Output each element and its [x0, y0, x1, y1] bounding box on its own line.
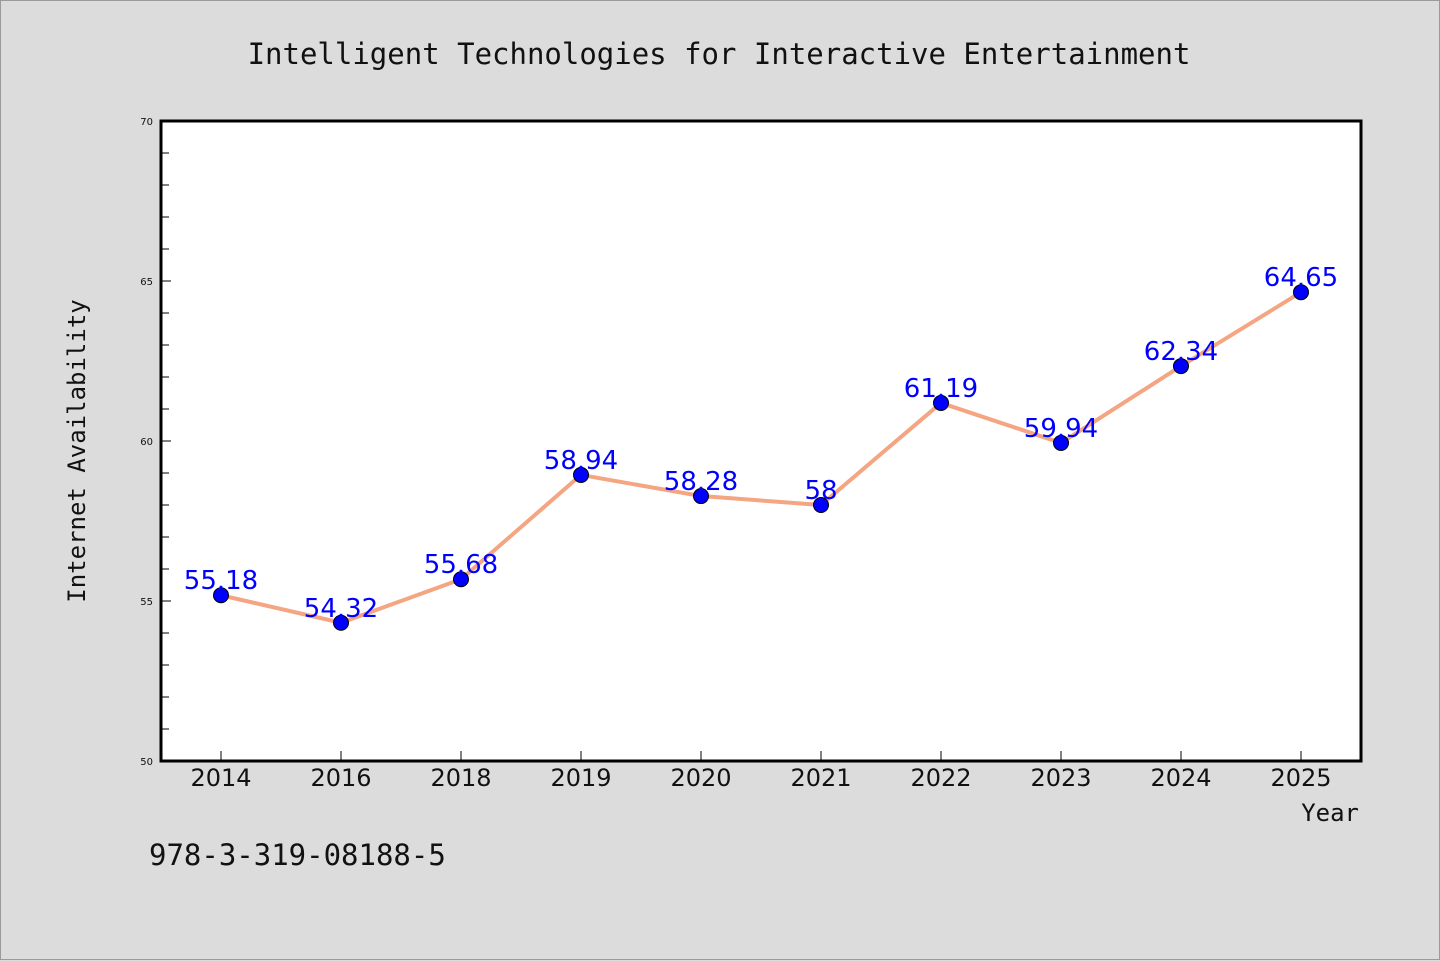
- x-tick-label: 2025: [1270, 764, 1331, 792]
- data-label: 58.28: [664, 467, 738, 497]
- series-line: [220, 290, 1303, 625]
- x-axis-title: Year: [1301, 799, 1359, 827]
- data-label: 55.18: [184, 566, 258, 596]
- data-point: [333, 614, 349, 631]
- data-label: 58: [804, 476, 837, 506]
- y-tick-label: 55: [140, 597, 153, 608]
- chart-title: Intelligent Technologies for Interactive…: [248, 37, 1191, 71]
- data-point: [933, 394, 949, 411]
- data-point: [1173, 358, 1189, 375]
- data-labels: 55.18 54.32 55.68 58.94 58.28 58 61.19 59.94 62.…: [184, 263, 1338, 624]
- x-tick-label: 2016: [310, 764, 371, 792]
- plot-area: [159, 119, 1363, 763]
- y-tick-label: 60: [140, 437, 153, 448]
- series-markers: [213, 284, 1309, 631]
- x-tick-label: 2014: [190, 764, 251, 792]
- x-axis: 2014 2016 2018 2019 2020 2021 2022 2023 2024 2025: [190, 751, 1332, 792]
- data-label: 54.32: [304, 594, 378, 624]
- x-tick-label: 2023: [1030, 764, 1091, 792]
- data-point: [1293, 284, 1309, 301]
- y-axis-title: Internet Availability: [63, 299, 91, 602]
- x-tick-label: 2019: [550, 764, 611, 792]
- x-tick-label: 2021: [790, 764, 851, 792]
- data-point: [213, 587, 229, 604]
- x-tick-label: 2018: [430, 764, 491, 792]
- data-label: 61.19: [904, 374, 978, 404]
- data-point: [573, 466, 589, 483]
- isbn-footnote: 978-3-319-08188-5: [149, 838, 446, 872]
- data-point: [453, 571, 469, 588]
- x-tick-label: 2020: [670, 764, 731, 792]
- data-point: [1053, 434, 1069, 451]
- x-tick-label: 2024: [1150, 764, 1211, 792]
- data-point: [813, 497, 829, 513]
- data-label: 55.68: [424, 550, 498, 580]
- data-label: 58.94: [544, 446, 618, 476]
- y-axis: 50 55 60 65 70: [140, 117, 171, 768]
- y-tick-label: 65: [140, 277, 153, 288]
- y-tick-label: 50: [140, 757, 153, 768]
- data-label: 59.94: [1024, 414, 1098, 444]
- x-tick-label: 2022: [910, 764, 971, 792]
- data-point: [693, 488, 709, 505]
- data-label: 62.34: [1144, 337, 1218, 367]
- y-tick-label: 70: [140, 117, 153, 128]
- data-label: 64.65: [1264, 263, 1338, 293]
